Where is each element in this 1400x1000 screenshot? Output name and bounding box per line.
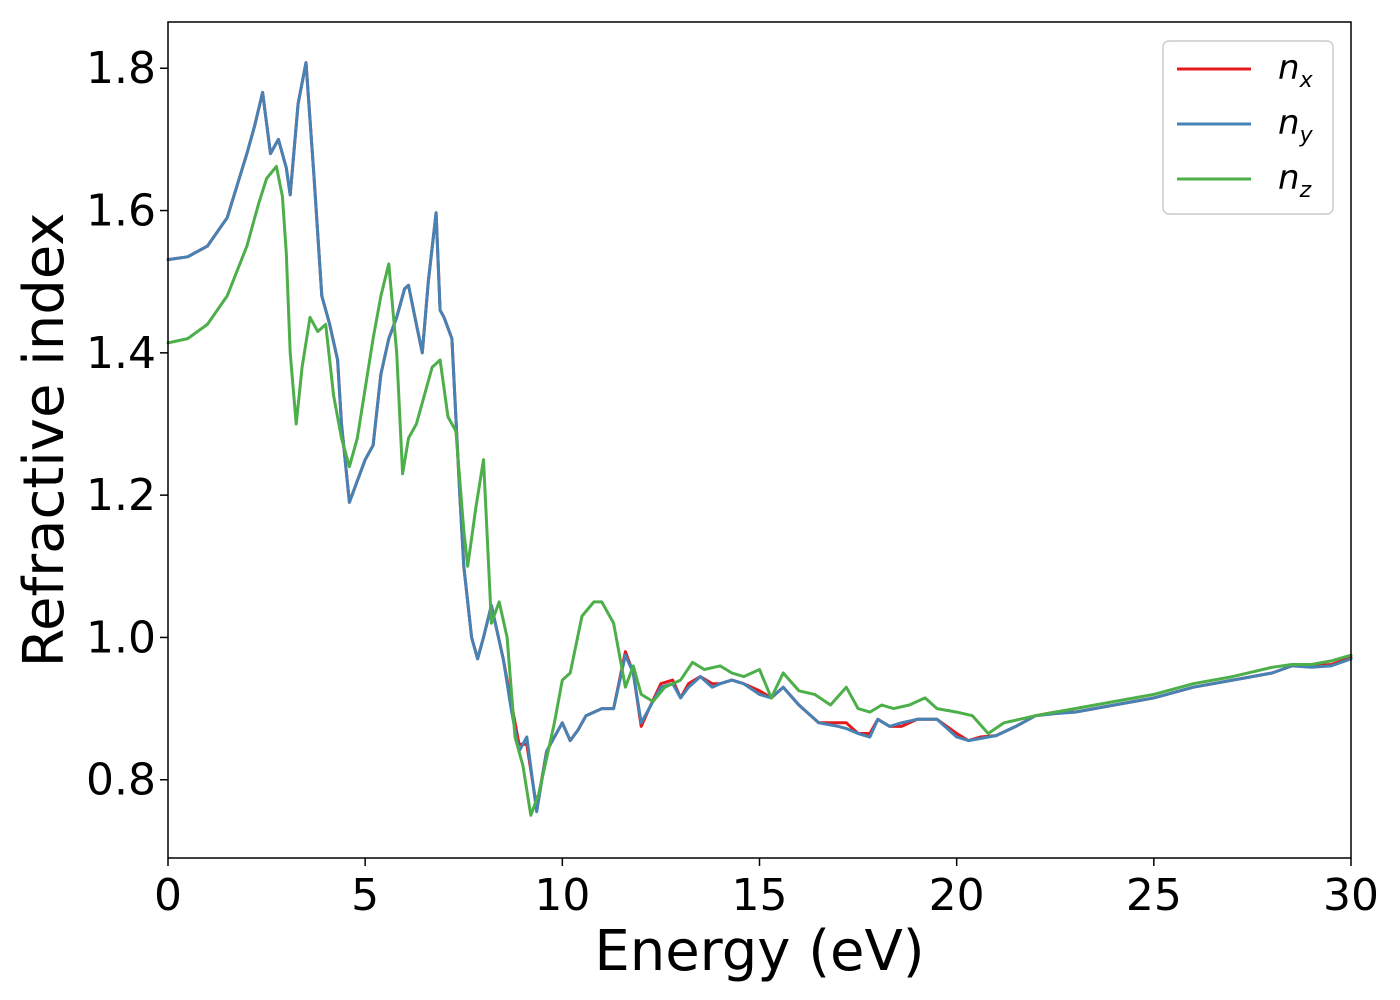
legend-label-sub: z (1299, 178, 1312, 203)
series-layer (166, 61, 1353, 817)
x-tick-label: 30 (1323, 870, 1379, 921)
x-tick-label: 0 (154, 870, 182, 921)
legend-label-main: n (1278, 158, 1300, 198)
y-tick-label: 1.2 (86, 470, 156, 521)
series-line-n-z (166, 164, 1353, 817)
y-tick-label: 1.4 (86, 328, 156, 379)
y-tick-label: 0.8 (86, 755, 156, 806)
x-tick-label: 20 (929, 870, 985, 921)
x-tick-label: 10 (534, 870, 590, 921)
legend-label-main: n (1278, 103, 1300, 143)
legend-label: nx (1278, 48, 1314, 93)
y-tick-label: 1.0 (86, 612, 156, 663)
legend-label-main: n (1278, 48, 1300, 88)
x-tick-label: 15 (732, 870, 788, 921)
y-axis: 0.8 1.0 1.2 1.4 1.6 1.8 (86, 43, 168, 806)
x-tick-label: 25 (1126, 870, 1182, 921)
y-tick-label: 1.6 (86, 186, 156, 237)
x-axis-label: Energy (eV) (594, 919, 924, 984)
y-tick-label: 1.8 (86, 43, 156, 94)
x-tick-label: 5 (351, 870, 379, 921)
legend-label: ny (1278, 103, 1314, 148)
legend-label-sub: y (1299, 123, 1314, 148)
legend-box (1162, 40, 1334, 215)
y-axis-label: Refractive index (12, 213, 77, 668)
series-line-n-y (166, 61, 1353, 814)
legend-label: nz (1278, 158, 1312, 203)
x-axis: 0 5 10 15 20 25 30 (154, 858, 1379, 921)
legend-label-sub: x (1299, 68, 1314, 93)
